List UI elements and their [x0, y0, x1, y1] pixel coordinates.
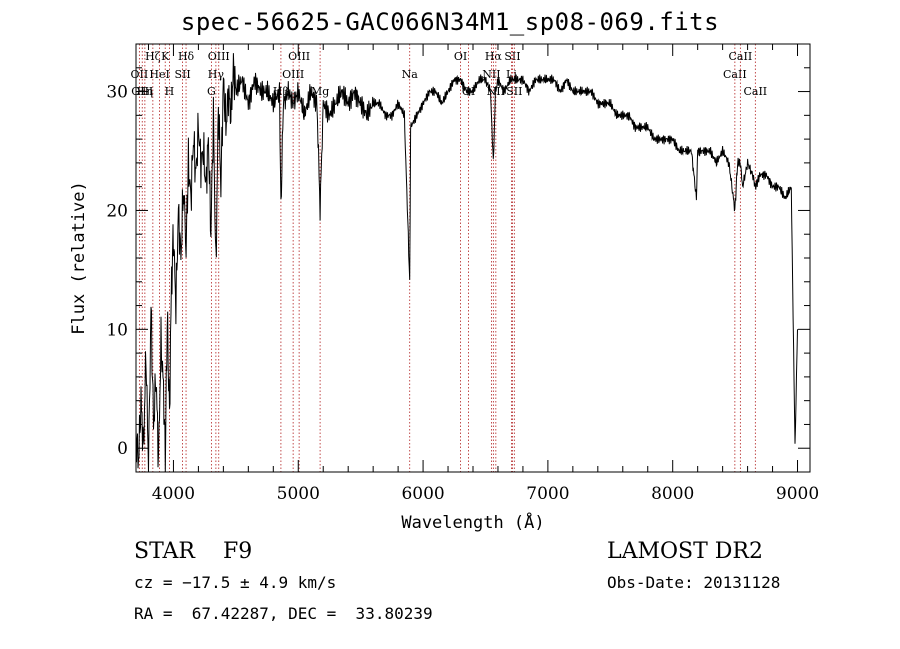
line-label-sii: SII: [506, 85, 522, 98]
x-tick-label: 5000: [277, 484, 320, 504]
x-tick-label: 4000: [152, 484, 195, 504]
line-label-h: H: [165, 85, 175, 98]
line-label-hβ: Hβ: [273, 85, 289, 98]
line-label-hδ: Hδ: [178, 50, 195, 63]
line-label-caii: CaII: [723, 68, 747, 81]
line-label-sii: SII: [504, 50, 520, 63]
line-label-hζ: Hζ: [145, 50, 161, 63]
plot-frame: [135, 43, 811, 473]
survey-name: LAMOST DR2: [607, 539, 763, 564]
y-tick-label: 0: [117, 439, 128, 459]
y-tick-label: 10: [106, 320, 128, 340]
line-label-oi: OI: [454, 50, 467, 63]
chart-title: spec-56625-GAC066N34M1_sp08-069.fits: [180, 8, 720, 36]
line-label-k: K: [161, 50, 170, 63]
observation-date: Obs-Date: 20131128: [607, 573, 781, 592]
x-axis-label: Wavelength (Å): [401, 511, 544, 533]
line-label-hγ: Hγ: [208, 68, 225, 81]
object-class: STAR F9: [134, 539, 253, 564]
line-label-g: G: [207, 85, 216, 98]
x-tick-label: 6000: [401, 484, 444, 504]
line-label-na: Na: [402, 68, 419, 81]
ra-dec-coordinates: RA = 67.42287, DEC = 33.80239: [134, 604, 433, 623]
line-label-caii: CaII: [743, 85, 767, 98]
x-tick-label: 9000: [776, 484, 819, 504]
line-label-caii: CaII: [729, 50, 753, 63]
line-label-oii: OII: [131, 68, 149, 81]
y-axis-label: Flux (relative): [69, 181, 89, 335]
line-label-nii: NII: [482, 68, 500, 81]
redshift-cz: cz = −17.5 ± 4.9 km/s: [134, 573, 337, 592]
x-tick-label: 7000: [526, 484, 569, 504]
x-tick-label: 8000: [651, 484, 694, 504]
line-label-oiii: OIII: [282, 68, 304, 81]
line-label-sii: SII: [174, 68, 190, 81]
line-label-oiii: OIII: [208, 50, 230, 63]
line-label-hei: HeI: [149, 68, 169, 81]
line-label-oiii: OIII: [288, 50, 310, 63]
y-tick-label: 30: [106, 83, 128, 103]
line-label-li: Li: [506, 68, 517, 81]
spectrum-line: [135, 53, 798, 473]
line-label-hα: Hα: [485, 50, 503, 63]
y-tick-label: 20: [106, 201, 128, 221]
